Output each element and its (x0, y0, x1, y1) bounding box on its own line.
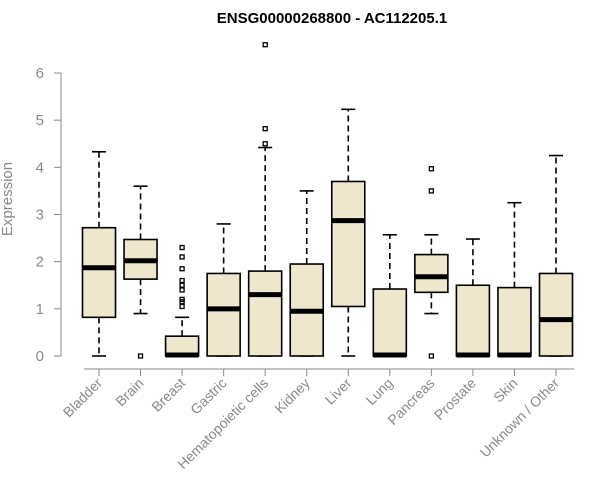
box-2 (164, 244, 200, 358)
outlier-point (179, 282, 185, 288)
iqr-box (414, 253, 449, 294)
iqr-box (372, 288, 408, 357)
chart-title: ENSG00000268800 - AC112205.1 (217, 10, 447, 27)
outlier-point (179, 296, 185, 303)
box-11 (538, 154, 574, 357)
outlier-point (262, 141, 268, 147)
box-3 (206, 223, 241, 357)
x-tick-label: Prostate (431, 375, 479, 423)
x-tick-label: Brain (112, 375, 146, 409)
box-7 (372, 233, 408, 358)
box-9 (455, 238, 491, 358)
y-tick-label: 1 (36, 301, 44, 318)
y-axis-label: Expression (0, 162, 16, 236)
x-tick-label: Liver (322, 375, 355, 408)
x-tick-label: Breast (148, 375, 188, 415)
iqr-box (538, 272, 574, 357)
box-4 (247, 42, 283, 357)
y-tick-label: 5 (36, 112, 44, 129)
outlier-point (428, 188, 435, 194)
x-tick-label: Unknown / Other (477, 375, 563, 461)
box-10 (497, 201, 532, 358)
x-tick-label: Kidney (271, 375, 313, 417)
iqr-box (330, 180, 366, 308)
y-tick-label: 6 (36, 65, 44, 82)
x-tick-label: Lung (363, 375, 396, 408)
iqr-box (206, 272, 241, 357)
x-tick-label: Skin (490, 375, 521, 406)
iqr-box (455, 284, 491, 357)
outlier-point (179, 287, 185, 293)
outlier-point (179, 303, 185, 310)
y-tick-label: 4 (36, 159, 44, 176)
outlier-point (179, 277, 185, 284)
box-1 (123, 185, 158, 359)
outlier-point (262, 126, 268, 132)
outlier-point (428, 353, 435, 359)
outlier-point (428, 166, 435, 172)
outlier-point (179, 254, 185, 260)
outlier-point (262, 42, 268, 48)
outlier-point (179, 266, 185, 272)
y-tick-label: 2 (36, 254, 44, 271)
box-8 (414, 166, 449, 359)
y-tick-label: 0 (36, 348, 44, 365)
outlier-point (179, 244, 185, 251)
y-axis-ticks: 0 1 2 3 4 5 6 (36, 65, 61, 365)
y-tick-label: 3 (36, 207, 44, 224)
iqr-box (497, 286, 532, 357)
iqr-box (81, 226, 117, 319)
box-6 (330, 108, 366, 357)
box-0 (81, 150, 117, 357)
box-5 (289, 190, 325, 357)
box-series (81, 42, 574, 359)
x-tick-label: Bladder (60, 375, 106, 421)
iqr-box (247, 270, 283, 357)
outlier-point (137, 353, 144, 359)
